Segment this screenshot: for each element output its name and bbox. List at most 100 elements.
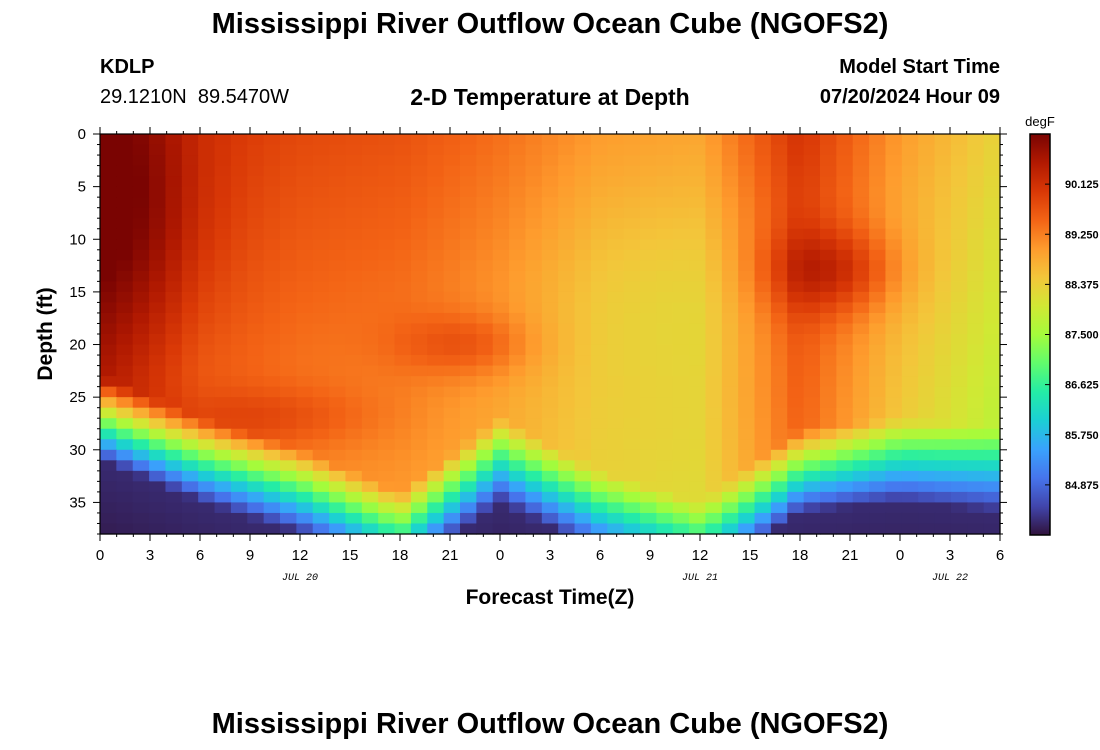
heatmap-cell (149, 323, 167, 335)
heatmap-cell (787, 260, 805, 272)
heatmap-cell (967, 418, 985, 430)
heatmap-cell (280, 355, 297, 367)
heatmap-cell (378, 291, 396, 304)
heatmap-cell (901, 365, 919, 377)
heatmap-cell (345, 186, 363, 198)
heatmap-cell (460, 312, 477, 325)
heatmap-cell (410, 302, 428, 314)
heatmap-cell (770, 207, 788, 219)
heatmap-cell (721, 407, 739, 419)
heatmap-cell (558, 270, 576, 282)
heatmap-cell (738, 491, 756, 504)
heatmap-cell (394, 397, 412, 409)
heatmap-cell (329, 512, 347, 525)
heatmap-cell (672, 207, 690, 219)
heatmap-cell (934, 291, 952, 304)
heatmap-cell (312, 302, 330, 314)
heatmap-cell (132, 355, 150, 367)
heatmap-cell (509, 249, 527, 261)
heatmap-cell (869, 197, 887, 209)
heatmap-cell (574, 270, 592, 282)
heatmap-cell (950, 228, 968, 240)
heatmap-cell (132, 481, 150, 493)
heatmap-cell (247, 491, 265, 504)
heatmap-cell (329, 207, 347, 219)
heatmap-cell (885, 165, 903, 177)
heatmap-cell (149, 228, 167, 240)
heatmap-cell (918, 397, 936, 409)
heatmap-cell (394, 134, 412, 146)
heatmap-cell (263, 428, 281, 440)
heatmap-cell (247, 439, 265, 451)
heatmap-cell (460, 397, 477, 409)
heatmap-cell (558, 176, 576, 188)
heatmap-cell (607, 155, 625, 167)
date-label: JUL 21 (682, 573, 718, 584)
heatmap-cell (100, 281, 117, 293)
heatmap-cell (705, 155, 723, 167)
heatmap-cell (656, 470, 674, 482)
heatmap-cell (950, 260, 968, 272)
heatmap-cell (640, 502, 657, 514)
heatmap-cell (967, 207, 985, 219)
heatmap-cell (100, 155, 117, 167)
heatmap-cell (345, 481, 363, 493)
heatmap-cell (427, 186, 445, 198)
heatmap-cell (754, 439, 772, 451)
heatmap-cell (263, 281, 281, 293)
heatmap-cell (869, 386, 887, 398)
heatmap-cell (149, 312, 167, 325)
heatmap-cell (509, 207, 527, 219)
heatmap-cell (149, 397, 167, 409)
heatmap-cell (885, 502, 903, 514)
heatmap-cell (558, 312, 576, 325)
heatmap-cell (165, 470, 183, 482)
heatmap-cell (607, 270, 625, 282)
heatmap-cell (689, 291, 707, 304)
heatmap-cell (869, 323, 887, 335)
heatmap-cell (132, 291, 150, 304)
heatmap-cell (607, 218, 625, 230)
heatmap-cell (590, 491, 608, 504)
heatmap-cell (738, 249, 756, 261)
heatmap-cell (901, 407, 919, 419)
heatmap-cell (394, 281, 412, 293)
heatmap-cell (280, 386, 297, 398)
heatmap-cell (214, 344, 232, 356)
heatmap-cell (607, 523, 625, 535)
heatmap-cell (820, 228, 837, 240)
heatmap-cell (590, 302, 608, 314)
heatmap-cell (574, 365, 592, 377)
heatmap-cell (443, 418, 461, 430)
heatmap-cell (460, 281, 477, 293)
footer-title: Mississippi River Outflow Ocean Cube (NG… (211, 708, 889, 740)
heatmap-cell (181, 512, 199, 525)
x-tick-label: 9 (646, 547, 654, 564)
heatmap-cell (149, 460, 167, 472)
heatmap-cell (836, 355, 854, 367)
heatmap-cell (525, 207, 543, 219)
y-tick-label: 15 (69, 284, 86, 301)
heatmap-cell (263, 355, 281, 367)
heatmap-cell (738, 218, 756, 230)
heatmap-cell (378, 144, 396, 156)
heatmap-cell (656, 176, 674, 188)
heatmap-cell (885, 176, 903, 188)
heatmap-cell (836, 365, 854, 377)
heatmap-cell (640, 134, 657, 146)
heatmap-cell (312, 176, 330, 188)
heatmap-cell (558, 260, 576, 272)
heatmap-cell (345, 218, 363, 230)
heatmap-cell (770, 365, 788, 377)
heatmap-cell (132, 365, 150, 377)
heatmap-cell (100, 449, 117, 461)
heatmap-cell (509, 407, 527, 419)
heatmap-cell (165, 291, 183, 304)
heatmap-cell (820, 502, 837, 514)
heatmap-cell (934, 323, 952, 335)
heatmap-cell (132, 228, 150, 240)
heatmap-cell (460, 428, 477, 440)
heatmap-cell (869, 176, 887, 188)
heatmap-cell (918, 355, 936, 367)
heatmap-cell (983, 502, 1001, 514)
